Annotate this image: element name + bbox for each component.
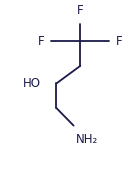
- Text: F: F: [77, 4, 84, 17]
- Text: F: F: [38, 35, 44, 48]
- Text: F: F: [116, 35, 123, 48]
- Text: NH₂: NH₂: [76, 133, 98, 146]
- Text: HO: HO: [23, 77, 40, 90]
